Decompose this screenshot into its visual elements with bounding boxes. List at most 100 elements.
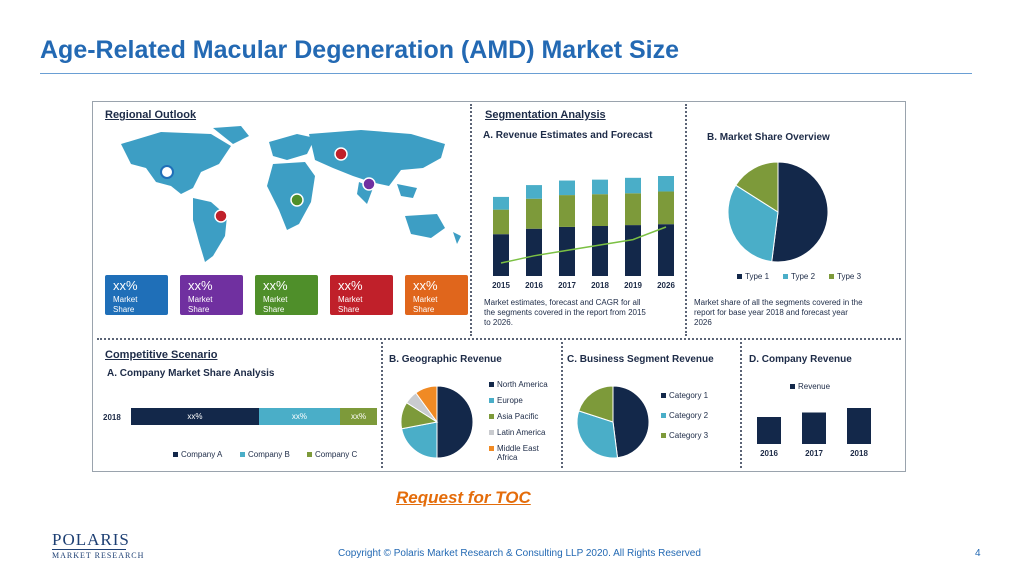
legend-label: Europe: [497, 396, 523, 405]
business-segment-title: C. Business Segment Revenue: [567, 354, 714, 365]
legend-item: Type 1: [737, 272, 769, 281]
year-tick-label: 2016: [760, 449, 778, 458]
market-share-overview-title: B. Market Share Overview: [707, 132, 830, 143]
revenue-bar-segment: [526, 185, 542, 199]
legend-label: North America: [497, 380, 548, 389]
tile-label: Market: [188, 295, 213, 304]
company-revenue-bar: [847, 408, 871, 444]
legend-label: Latin America: [497, 428, 546, 437]
revenue-bar-segment: [658, 224, 674, 276]
tile-label: Share: [338, 305, 360, 314]
legend-item: Category 3: [661, 431, 708, 440]
polaris-logo-subtitle: MARKET RESEARCH: [52, 551, 145, 560]
divider-vertical-4: [561, 342, 563, 468]
note-line: the segments covered in the report from …: [484, 308, 646, 317]
year-tick-label: 2018: [591, 281, 609, 290]
company-share-value: xx%: [350, 412, 367, 421]
year-tick-label: 2016: [525, 281, 543, 290]
tile-label: Market: [413, 295, 438, 304]
year-tick-label: 2018: [850, 449, 868, 458]
legend-label: Africa: [497, 453, 518, 462]
year-tick-label: 2015: [492, 281, 510, 290]
legend-label: Category 1: [669, 391, 709, 400]
legend-item: Type 2: [783, 272, 815, 281]
revenue-forecast-title: A. Revenue Estimates and Forecast: [483, 130, 653, 141]
page-number: 4: [975, 548, 981, 559]
legend-label: Company B: [248, 450, 290, 459]
company-revenue-chart: 2016 2017 2018: [757, 408, 871, 458]
revenue-bar-segment: [559, 195, 575, 227]
revenue-bar-segment: [559, 180, 575, 196]
company-revenue-legend: Revenue: [790, 382, 830, 391]
legend-label: Company A: [181, 450, 223, 459]
company-share-segment: xx%: [131, 408, 259, 425]
revenue-bar-segment: [625, 177, 641, 194]
revenue-bar-segment: [625, 225, 641, 276]
year-tick-label: 2017: [558, 281, 576, 290]
revenue-forecast-chart: 2015 2016 2017 2018 2019 2026: [492, 176, 675, 290]
geographic-slice: [436, 385, 474, 459]
legend-label: Asia Pacific: [497, 412, 539, 421]
legend-swatch: [661, 413, 666, 418]
legend-item: Latin America: [489, 428, 545, 437]
region-share-tile: xx% Market Share: [405, 275, 468, 315]
legend-swatch: [489, 382, 494, 387]
tile-percent: xx%: [338, 278, 363, 293]
cagr-trend-line: [500, 226, 667, 264]
region-share-tile: xx% Market Share: [255, 275, 318, 315]
revenue-bar-segment: [592, 179, 608, 195]
revenue-bar-segment: [658, 191, 674, 225]
divider-horizontal: [97, 338, 901, 340]
company-share-year: 2018: [103, 413, 121, 422]
geographic-revenue-pie: [400, 385, 474, 459]
market-infographic: Regional Outlook xx% Market Share xx% Market…: [92, 101, 906, 472]
tile-percent: xx%: [188, 278, 213, 293]
logo-divider: [52, 549, 126, 550]
tile-label: Share: [413, 305, 435, 314]
note-line: Market estimates, forecast and CAGR for …: [484, 298, 641, 307]
legend-swatch: [829, 274, 834, 279]
legend-swatch: [489, 446, 494, 451]
title-divider: [40, 73, 972, 74]
legend-label: Company C: [315, 450, 358, 459]
company-revenue-title: D. Company Revenue: [749, 354, 852, 365]
legend-item: Middle East: [489, 444, 539, 453]
divider-vertical-1: [470, 104, 472, 336]
legend-item: Company C: [307, 450, 357, 459]
revenue-bar-segment: [625, 193, 641, 226]
tile-label: Market: [263, 295, 288, 304]
world-map: [121, 126, 461, 262]
page-title: Age-Related Macular Degeneration (AMD) M…: [40, 36, 680, 64]
legend-swatch: [661, 433, 666, 438]
revenue-bar-segment: [559, 226, 575, 276]
legend-label: Middle East: [497, 444, 539, 453]
segmentation-heading: Segmentation Analysis: [485, 109, 606, 121]
region-share-tile: xx% Market Share: [180, 275, 243, 315]
geographic-revenue-title: B. Geographic Revenue: [389, 354, 502, 365]
legend-swatch: [489, 414, 494, 419]
divider-vertical-2: [685, 104, 687, 336]
legend-item: Asia Pacific: [489, 412, 538, 421]
tile-label: Share: [113, 305, 135, 314]
market-share-note: Market share of all the segments covered…: [694, 298, 863, 328]
request-toc-link[interactable]: Request for TOC: [396, 488, 531, 507]
polaris-logo: POLARIS: [52, 530, 130, 549]
note-line: report for base year 2018 and forecast y…: [694, 308, 848, 317]
legend-swatch: [489, 430, 494, 435]
legend-label: Category 2: [669, 411, 709, 420]
company-share-value: xx%: [291, 412, 308, 421]
legend-label: Category 3: [669, 431, 709, 440]
company-share-title: A. Company Market Share Analysis: [107, 368, 275, 379]
legend-swatch: [489, 398, 494, 403]
competitive-heading: Competitive Scenario: [105, 349, 218, 361]
tile-percent: xx%: [413, 278, 438, 293]
company-share-segment: xx%: [340, 408, 377, 425]
tile-label: Market: [113, 295, 138, 304]
tile-percent: xx%: [263, 278, 288, 293]
market-share-slice: [771, 162, 829, 263]
legend-label: Revenue: [798, 382, 831, 391]
year-tick-label: 2019: [624, 281, 642, 290]
regional-outlook-heading: Regional Outlook: [105, 109, 197, 121]
year-tick-label: 2026: [657, 281, 675, 290]
revenue-bar-segment: [526, 198, 542, 229]
